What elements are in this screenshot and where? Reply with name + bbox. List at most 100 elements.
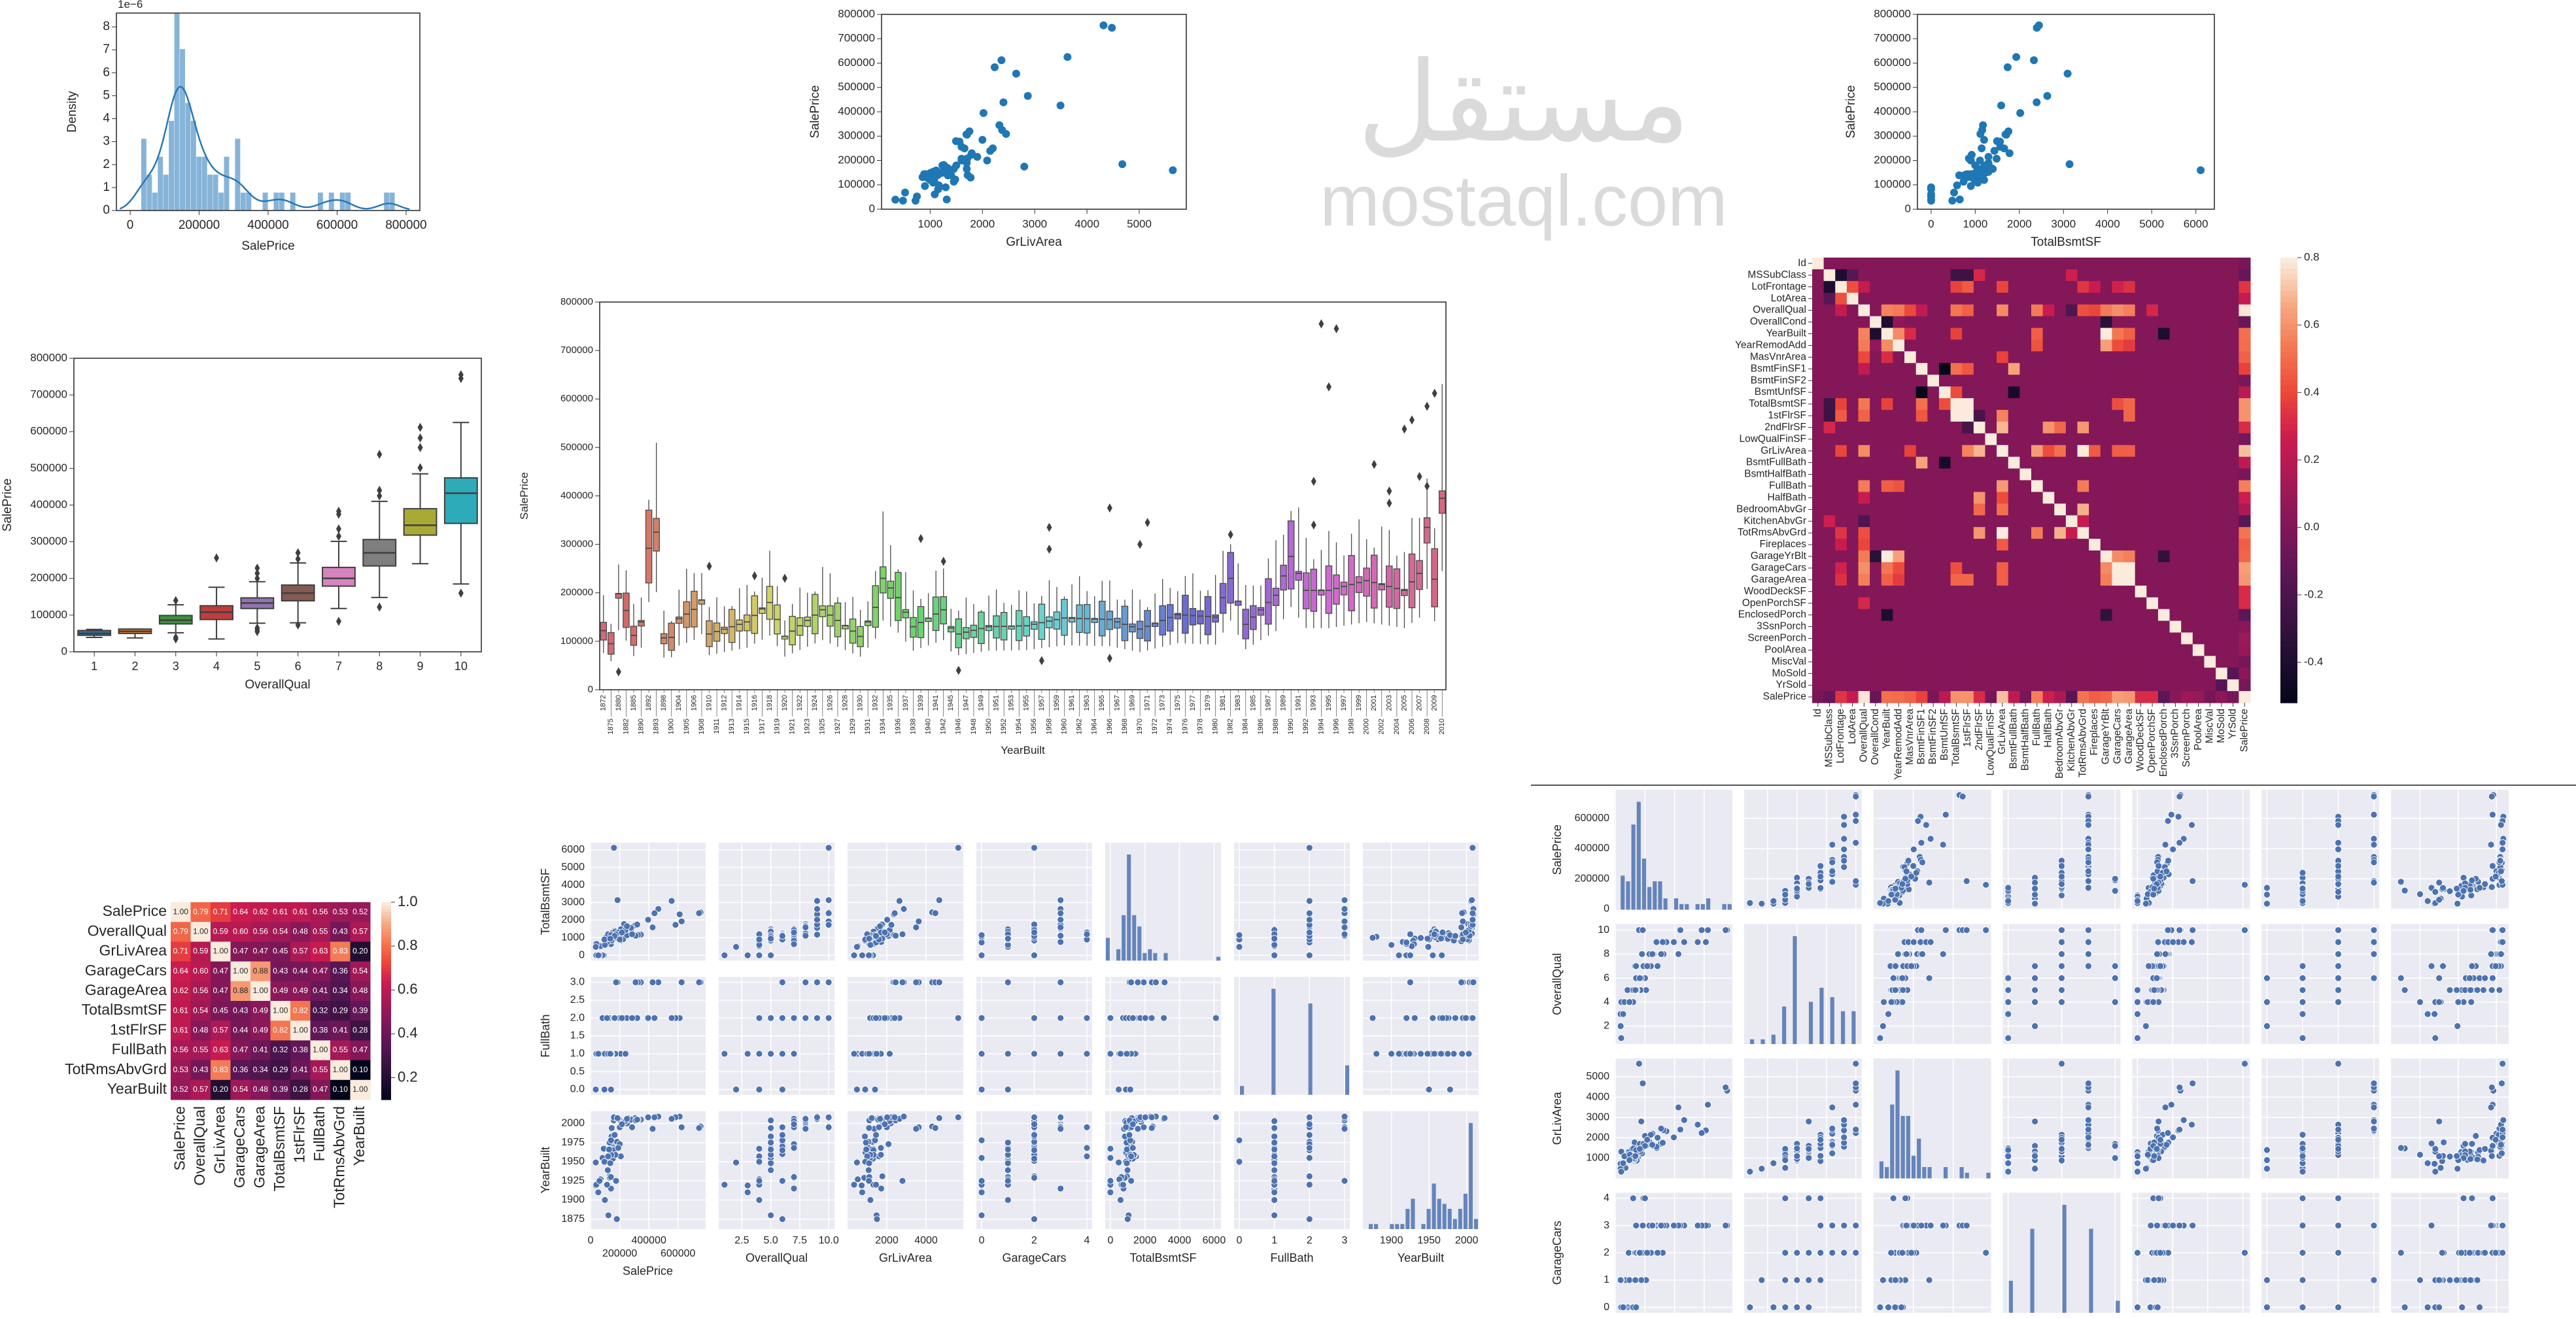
heatmap-cell	[1962, 515, 1974, 528]
scatter-point	[1305, 951, 1313, 959]
scatter-point	[1829, 858, 1836, 866]
box-iqr	[1416, 560, 1423, 590]
heatmap-cell	[2169, 480, 2182, 492]
heatmap-cell	[2112, 503, 2124, 516]
scatter-point	[644, 1014, 652, 1022]
heatmap-cell	[1973, 409, 1985, 422]
heatmap-cell	[2123, 398, 2136, 411]
heatmap-cell	[1938, 328, 1951, 340]
scatter-point	[877, 1151, 885, 1158]
heatmap-cell	[2077, 339, 2089, 352]
x-tick-label: 2001	[1370, 695, 1378, 711]
box-iqr	[1099, 600, 1106, 637]
heatmap-cell	[2042, 644, 2055, 656]
histogram-bar	[1695, 904, 1700, 910]
heatmap-cell	[1927, 445, 1940, 458]
heatmap-cell	[2100, 632, 2112, 645]
y-tick-label: 300000	[838, 129, 875, 142]
heatmap-cell	[1973, 316, 1985, 329]
scatter-point	[607, 1086, 615, 1093]
heatmap-cell	[1950, 456, 1963, 469]
heatmap-cell	[2169, 292, 2182, 305]
heatmap-cell	[2204, 398, 2216, 411]
colorbar-segment	[2280, 263, 2297, 269]
heatmap-cell	[2042, 573, 2055, 586]
heatmap-cell	[1985, 527, 1997, 539]
histogram-bar	[1142, 953, 1147, 961]
heatmap-cell	[2112, 351, 2124, 363]
heatmap-cell	[1915, 597, 1928, 610]
x-tick-label: 2	[131, 660, 138, 673]
scatter-point	[881, 928, 889, 936]
histogram-bar	[1468, 1123, 1473, 1229]
colorbar-segment	[381, 968, 391, 972]
heatmap-cell	[1915, 644, 1928, 656]
scatter-point	[887, 921, 895, 928]
heatmap-cell	[1985, 691, 1997, 703]
heatmap-cell	[2146, 609, 2159, 622]
heatmap-cell	[2216, 632, 2228, 645]
scatter-point	[628, 930, 636, 938]
scatter-point	[1271, 1145, 1279, 1153]
heatmap-cell	[2089, 421, 2101, 434]
x-tick-label: 1	[1271, 1235, 1277, 1246]
heatmap-cell	[2169, 316, 2182, 329]
y-tick-label: 0	[588, 684, 593, 695]
heatmap-cell	[2216, 363, 2228, 375]
heatmap-cell	[1812, 269, 1825, 282]
y-tick-label: 500000	[560, 441, 593, 452]
heatmap-cell	[2216, 280, 2228, 294]
x-tick-label: 1992	[1302, 718, 1310, 734]
cell-annotation: 0.41	[293, 1065, 309, 1074]
heatmap-cell	[2019, 445, 2032, 458]
heatmap-cell	[1962, 679, 1974, 692]
heatmap-cell	[1823, 492, 1836, 504]
box-iqr	[796, 617, 804, 636]
heatmap-cell	[2181, 480, 2193, 492]
scatter-point	[622, 1050, 629, 1058]
x-tick-label: 0	[127, 218, 134, 232]
heatmap-cell	[2157, 339, 2171, 352]
heatmap-cell	[2019, 316, 2032, 329]
scatter-point	[755, 951, 763, 959]
box-iqr	[668, 622, 676, 651]
heatmap-cell	[2042, 656, 2055, 668]
x-tick-label: 2000	[1363, 718, 1371, 734]
heatmap-cell	[2216, 562, 2228, 575]
scatter-point	[633, 921, 641, 928]
heatmap-cell	[1927, 539, 1940, 551]
scatter-point	[1305, 928, 1313, 936]
heatmap-cell	[1835, 328, 1847, 340]
heatmap-cell	[1881, 480, 1893, 492]
histogram-bar	[158, 156, 163, 211]
heatmap-cell	[1812, 351, 1825, 363]
heatmap-cell	[1950, 656, 1963, 668]
heatmap-cell	[2123, 386, 2136, 399]
heatmap-cell	[2146, 269, 2159, 282]
x-tick-label: 2002	[1378, 718, 1386, 734]
row-label: LotFrontage	[1751, 281, 1806, 292]
heatmap-cell	[1962, 351, 1974, 363]
heatmap-cell	[350, 981, 371, 1002]
box-iqr	[728, 609, 736, 643]
heatmap-cell	[1973, 503, 1985, 516]
heatmap-cell	[2181, 515, 2193, 528]
box-2	[118, 628, 152, 639]
heatmap-cell	[2008, 269, 2020, 282]
histogram-bar	[1706, 898, 1711, 910]
heatmap-cell	[2146, 421, 2159, 434]
heatmap-cell	[1973, 691, 1985, 703]
heatmap-cell	[2169, 468, 2182, 481]
heatmap-cell	[2146, 292, 2159, 305]
heatmap-cell	[1812, 644, 1825, 656]
column-label: WoodDeckSF	[2135, 709, 2146, 771]
heatmap-cell	[1985, 539, 1997, 551]
x-tick-label: 0	[588, 1235, 594, 1246]
heatmap-cell	[211, 1001, 231, 1021]
scatter-point	[1083, 1144, 1091, 1152]
heatmap-cell	[1893, 409, 1905, 422]
heatmap-cell	[1893, 328, 1905, 340]
heatmap-cell	[2042, 351, 2055, 363]
scatter-point	[1031, 1113, 1038, 1121]
x-tick-label: 1893	[653, 718, 661, 734]
